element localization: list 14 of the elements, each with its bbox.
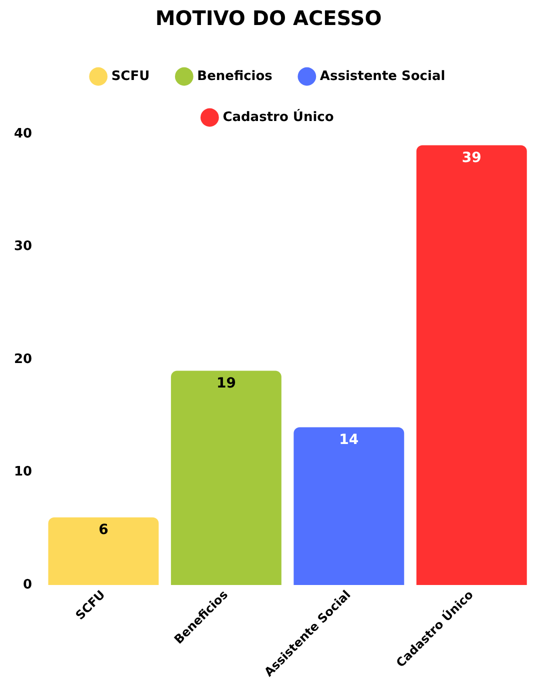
legend-label: Assistente Social (320, 68, 446, 84)
legend-label: Beneficios (197, 68, 273, 84)
y-tick-label: 10 (14, 464, 32, 480)
y-tick-label: 30 (14, 239, 32, 254)
y-tick-label: 0 (23, 577, 32, 592)
legend-label: SCFU (111, 68, 150, 84)
data-label: 19 (216, 375, 236, 392)
y-tick-label: 20 (14, 352, 32, 367)
data-label: 39 (462, 150, 482, 166)
data-label: 14 (339, 432, 359, 448)
data-label: 6 (98, 522, 108, 538)
legend-label: Cadastro Único (222, 108, 334, 125)
chart-title: MOTIVO DO ACESSO (155, 6, 382, 30)
y-tick-label: 40 (14, 126, 32, 142)
